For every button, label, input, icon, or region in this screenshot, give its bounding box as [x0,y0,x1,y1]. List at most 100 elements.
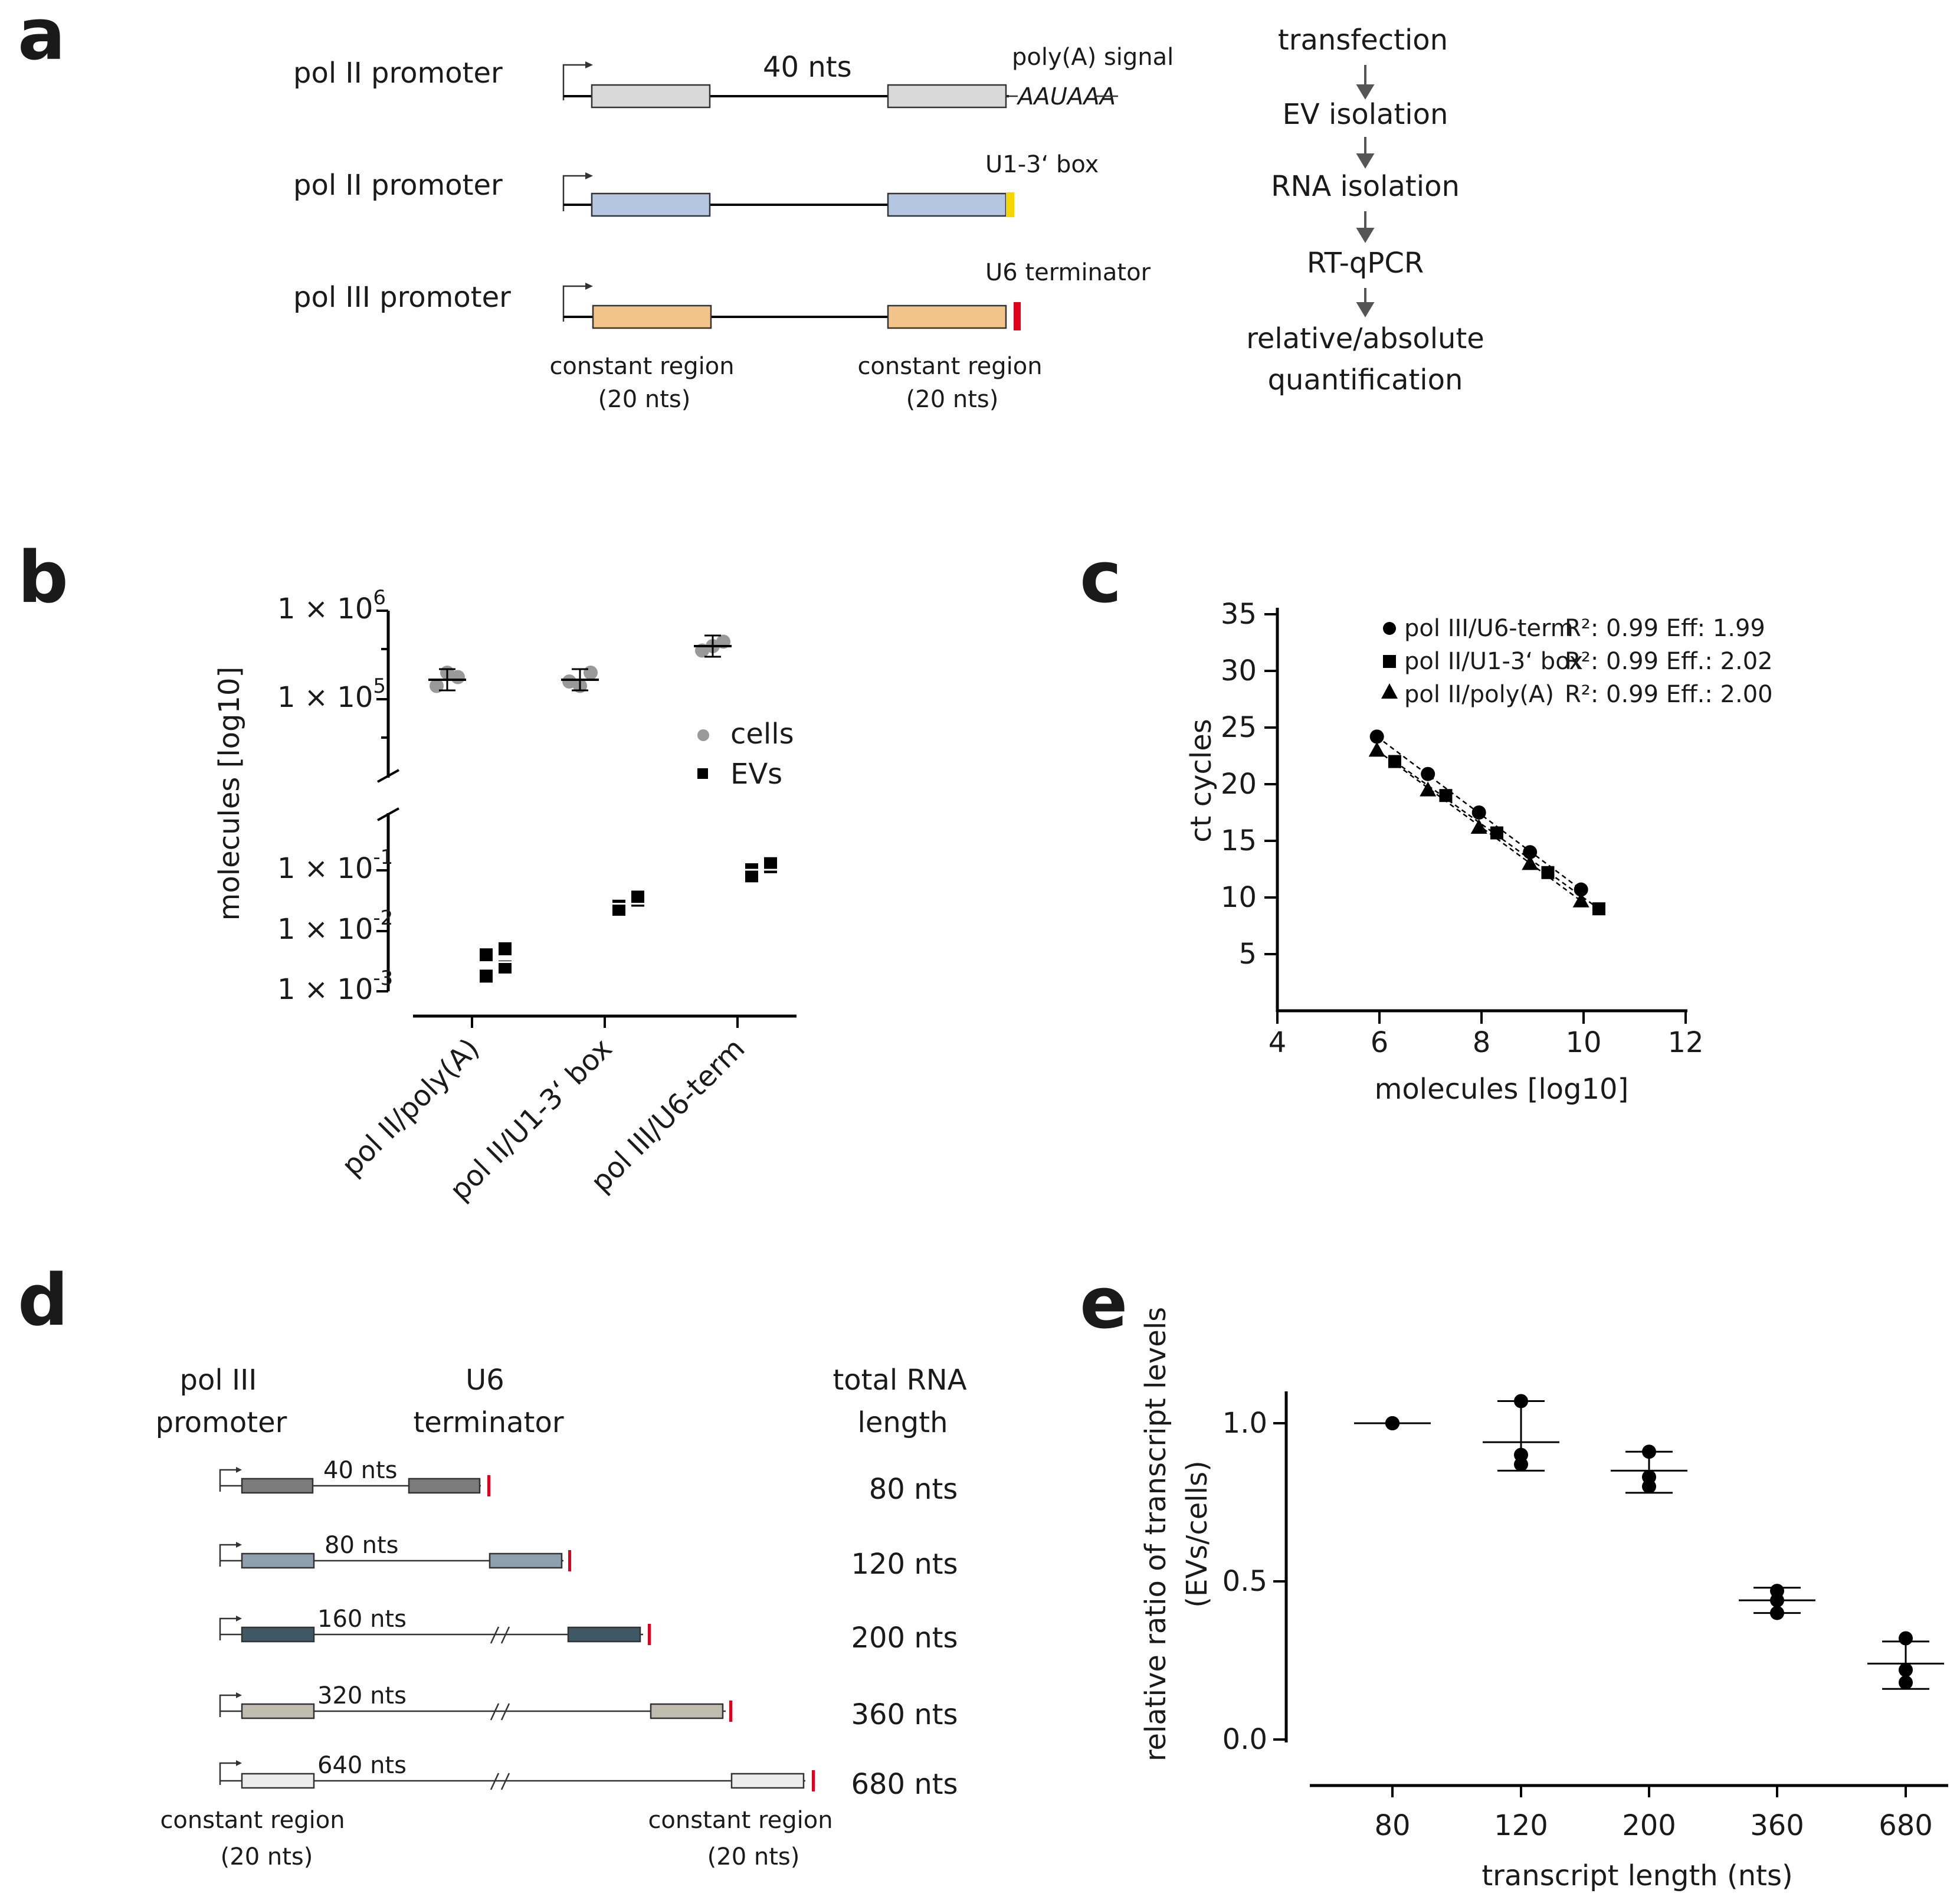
data-point [1770,1606,1784,1620]
u6-terminator-mark [812,1770,815,1791]
data-point [1899,1675,1913,1690]
insert-length-label: 640 nts [317,1752,407,1779]
constant-region-box [241,1478,314,1494]
legend-marker-square [1383,655,1396,668]
panel-c: c ct cycles molecules [log10] 4 6 8 10 12 5 10… [1080,537,1773,1106]
constant-region-box [567,1626,641,1643]
insert-length-label: 80 nts [325,1532,399,1559]
u6-terminator-mark [487,1475,490,1496]
insert-length-label: 40 nts [763,51,852,84]
constant-region-box [887,304,1007,329]
data-point [1642,1444,1656,1459]
panel-e-data-marks [1354,1394,1944,1690]
constant-region-box [887,84,1007,109]
insert-length-label: 160 nts [317,1606,407,1633]
panel-a: a pol II promoter 40 nts poly(A) signal … [18,0,1484,413]
constant-region-right-size: (20 nts) [707,1843,800,1870]
total-length-label: 680 nts [851,1768,958,1801]
constant-region-box [489,1552,563,1569]
constant-region-right-label: constant region [857,353,1042,380]
point-circle [1523,845,1538,860]
promoter-arrow-head [236,1542,242,1548]
legend-series-label: pol II/poly(A) [1404,681,1554,708]
d-construct-680: 640 nts 680 nts [219,1752,958,1801]
x-tick-label: 680 [1879,1809,1933,1842]
promoter-arrow-head-1 [585,61,593,68]
promoter-arrow [219,1694,239,1717]
total-length-label: 80 nts [869,1473,958,1506]
promoter-arrow-head [236,1760,242,1766]
x-axis-label: molecules [log10] [1375,1073,1629,1106]
construct-row-3: pol III promoter U6 terminator [293,259,1151,330]
data-point [1385,1416,1399,1430]
promoter-arrow-3 [562,285,590,322]
u6-terminator-mark [568,1550,571,1571]
d-construct-80: 40 nts 80 nts [219,1457,958,1506]
break-mark [490,1626,510,1644]
point-square [1439,789,1453,802]
y-tick-label: 10 [1221,881,1257,914]
point-triangle [1572,892,1589,908]
panel-label-c: c [1080,537,1122,619]
panel-label-b: b [18,537,68,619]
workflow-step-rt-qpcr: RT-qPCR [1307,247,1424,280]
data-point [1770,1593,1784,1608]
promoter-arrow-head [236,1467,242,1473]
x-tick-label: 80 [1374,1809,1410,1842]
u6-terminator-mark [729,1701,732,1722]
u6-terminator-mark [1014,302,1021,330]
x-tick-label: 10 [1565,1026,1601,1059]
panel-e-ticks: 0.0 0.5 1.0 80 120 200 360 680 [1222,1407,1933,1842]
y-axis-label: molecules [log10] [213,667,246,921]
legend-marker-triangle [1381,683,1398,699]
d-construct-360: 320 nts 360 nts [219,1682,958,1731]
data-point [1642,1479,1656,1494]
x-tick-label: 12 [1667,1026,1703,1059]
constant-region-left-label: constant region [160,1807,345,1834]
panel-c-data-marks [1368,729,1605,916]
constant-region-right-label: constant region [648,1807,832,1834]
data-point [1514,1457,1528,1472]
header-length-2: length [858,1406,948,1439]
workflow-step-quantification-1: relative/absolute [1246,322,1484,355]
u6-terminator-mark [648,1624,651,1645]
promoter-arrow-head-3 [585,283,593,290]
panel-c-legend: pol III/U6-term R²: 0.99 Eff: 1.99 pol I… [1381,615,1773,708]
panel-label-e: e [1080,1263,1128,1345]
cells-point [584,666,598,680]
point-square [1388,755,1401,768]
y-tick-label: 0.0 [1222,1723,1267,1756]
construct-row-2: pol II promoter U1-3‘ box [293,151,1099,217]
constant-region-box [591,192,711,217]
y-tick-label: 30 [1221,654,1257,687]
y-axis-label-line-2: (EVs/cells) [1181,1460,1214,1607]
data-point [1514,1394,1528,1408]
data-point [1899,1663,1913,1678]
constant-region-left-size: (20 nts) [598,386,691,413]
promoter-arrow [219,1762,239,1785]
constant-region-box [730,1773,805,1789]
x-category-label: pol II/poly(A) [335,1032,486,1182]
constant-region-box [650,1703,724,1719]
panel-b: b molecules [log10] 1 × 106 1 × 105 1 × … [18,537,797,1207]
constant-region-box [592,304,712,329]
y-tick-label: 0.5 [1222,1565,1267,1598]
panel-label-a: a [18,0,65,76]
constant-region-left-size: (20 nts) [221,1843,313,1870]
promoter-arrow-head [236,1692,242,1698]
terminator-label-2: U1-3‘ box [985,151,1099,178]
terminator-label-3: U6 terminator [985,259,1151,286]
y-tick-label: 1 × 10-3 [277,967,393,1006]
promoter-arrow [219,1617,239,1640]
y-tick-label: 1 × 105 [277,674,386,714]
y-tick-base: 1 × 10 [277,913,373,946]
legend-series-stats: R²: 0.99 Eff.: 2.02 [1565,648,1773,675]
point-circle [1369,729,1384,744]
insert-length-label: 40 nts [323,1457,398,1484]
constant-region-box [408,1478,481,1494]
constant-region-right-size: (20 nts) [906,386,999,413]
x-tick-label: 6 [1371,1026,1389,1059]
insert-length-label: 320 nts [317,1682,407,1709]
legend-cells-marker [697,729,709,741]
break-mark [490,1773,510,1790]
